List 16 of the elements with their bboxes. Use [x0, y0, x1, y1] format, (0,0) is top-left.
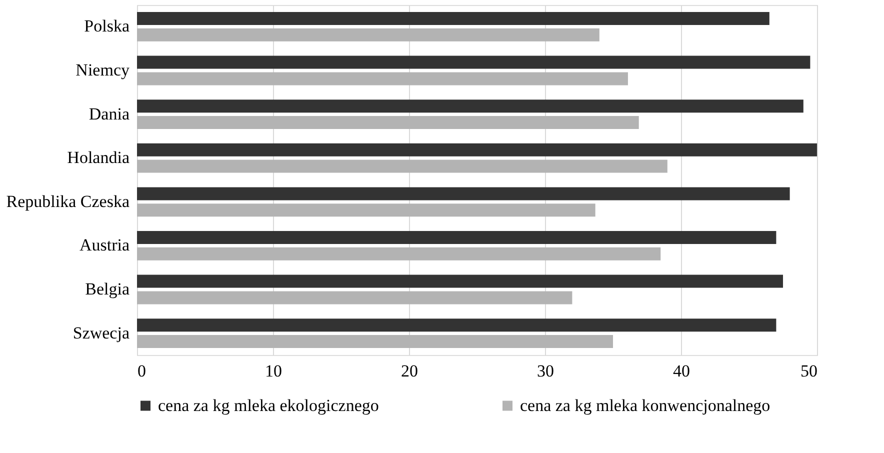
- x-tick-label: 30: [537, 362, 554, 380]
- y-tick-label: Szwecja: [72, 323, 130, 342]
- y-tick-label: Holandia: [67, 148, 130, 168]
- x-tick-label: 40: [673, 362, 690, 380]
- y-tick-label: Belgia: [85, 280, 130, 299]
- legend-label: cena za kg mleka konwencjonalnego: [520, 396, 770, 415]
- y-tick-label: Niemcy: [76, 60, 130, 80]
- x-tick-label: 20: [401, 362, 418, 380]
- x-tick-label: 0: [138, 362, 146, 380]
- x-tick-label: 50: [800, 362, 818, 380]
- y-tick-label: Polska: [84, 16, 130, 36]
- y-tick-label: Republika Czeska: [6, 192, 130, 211]
- y-tick-label: Dania: [88, 104, 130, 124]
- y-tick-label: Austria: [79, 236, 130, 255]
- x-tick-label: 10: [265, 362, 282, 380]
- legend-label: cena za kg mleka ekologicznego: [158, 396, 379, 415]
